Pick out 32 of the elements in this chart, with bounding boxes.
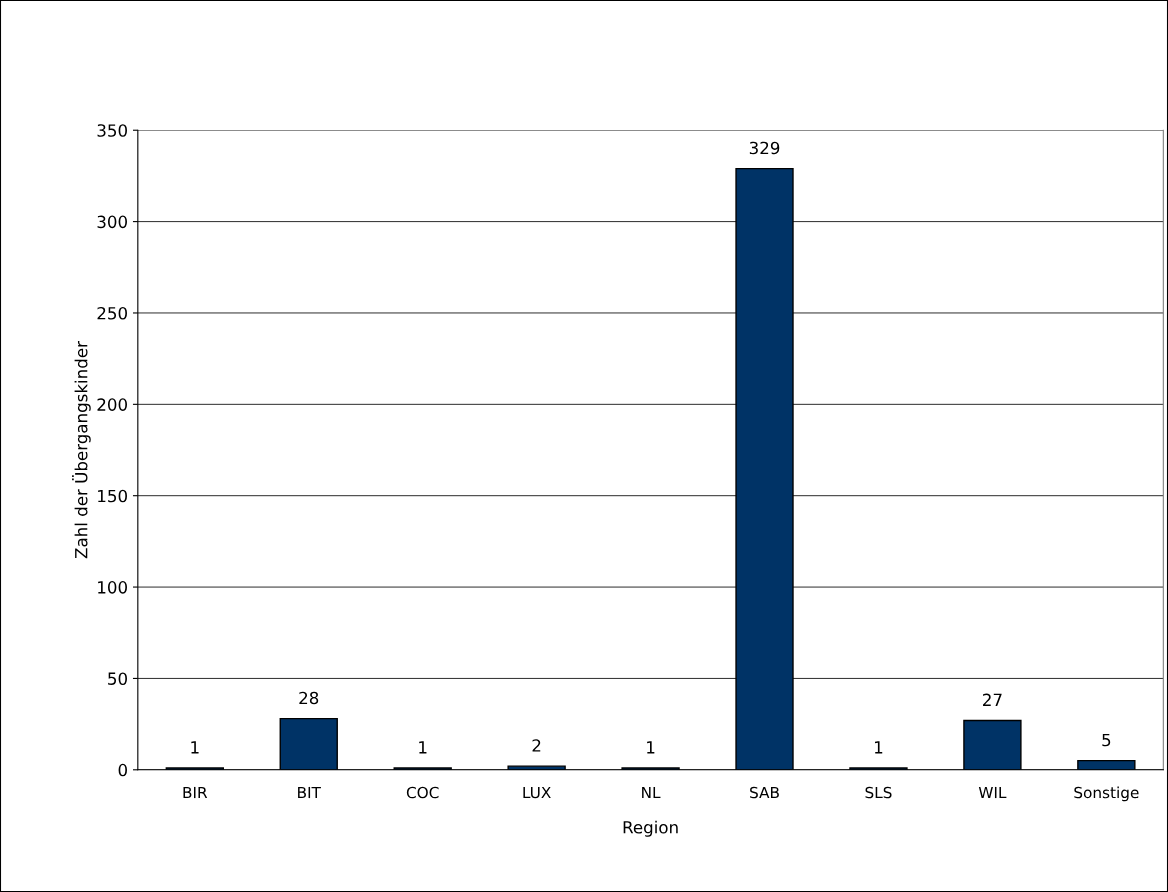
- x-tick-label: COC: [406, 786, 439, 799]
- y-axis-title: Zahl der Übergangskinder: [72, 341, 91, 559]
- x-tick-label: NL: [642, 786, 661, 799]
- data-label: 2: [532, 739, 541, 752]
- bar: [507, 765, 566, 770]
- bar: [279, 717, 338, 770]
- data-label: 329: [749, 141, 780, 155]
- data-label: 28: [299, 691, 319, 705]
- y-tick-label: 150: [98, 489, 127, 503]
- data-label: 27: [983, 693, 1002, 706]
- bar: [1077, 759, 1136, 770]
- x-tick-label: BIT: [298, 786, 321, 799]
- bar: [963, 719, 1022, 770]
- y-tick-label: 350: [97, 124, 127, 137]
- x-tick-label: WIL: [978, 786, 1007, 799]
- data-label: 1: [191, 741, 199, 754]
- data-label: 1: [874, 741, 883, 754]
- y-tick-label: 250: [97, 306, 127, 320]
- x-tick-label: LUX: [523, 786, 551, 799]
- x-tick-label: BIR: [183, 786, 208, 799]
- y-tick-label: 300: [97, 215, 127, 229]
- data-label: 1: [419, 741, 427, 754]
- x-tick-label: Sonstige: [1074, 786, 1139, 802]
- data-label: 5: [1102, 733, 1111, 747]
- y-tick-label: 50: [108, 672, 127, 685]
- y-tick-label: 100: [98, 581, 127, 594]
- y-tick-label: 0: [118, 763, 127, 777]
- x-axis-title: Region: [623, 820, 678, 837]
- y-tick-label: 200: [97, 398, 127, 411]
- x-tick-label: SAB: [750, 786, 779, 799]
- data-label: 1: [647, 741, 655, 754]
- x-tick-label: SLS: [865, 786, 892, 799]
